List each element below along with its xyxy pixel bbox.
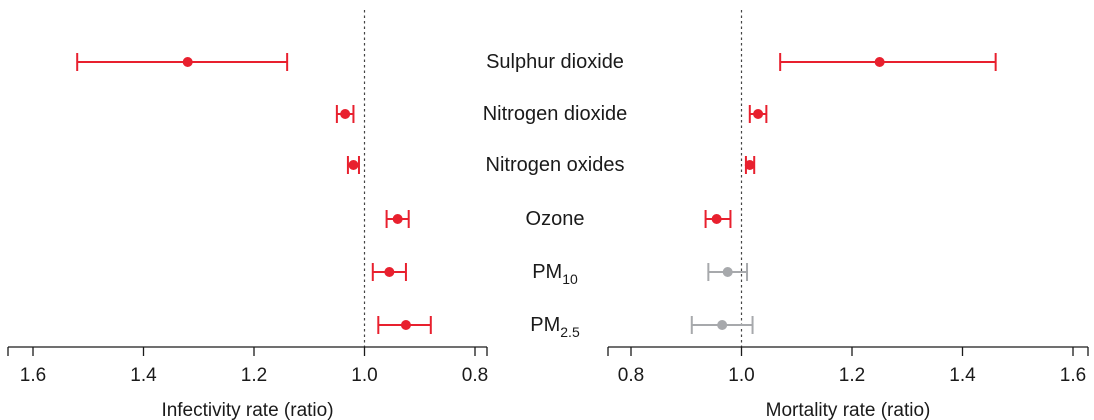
infectivity-tick-label: 1.0 <box>351 365 377 386</box>
mortality-tick-label: 1.2 <box>839 365 865 386</box>
mortality-point-estimate <box>874 57 885 67</box>
mortality-tick-label: 1.4 <box>949 365 976 386</box>
mortality-point-estimate <box>717 320 728 330</box>
infectivity-axis-title: Infectivity rate (ratio) <box>161 400 333 420</box>
infectivity-tick-label: 1.2 <box>241 365 267 386</box>
mortality-tick-label: 1.0 <box>728 365 754 386</box>
category-label: Nitrogen dioxide <box>483 103 628 125</box>
infectivity-point-estimate <box>340 109 351 119</box>
category-label: Sulphur dioxide <box>486 51 624 73</box>
mortality-axis-title: Mortality rate (ratio) <box>766 400 931 420</box>
mortality-tick-label: 1.6 <box>1060 365 1086 386</box>
category-label: Ozone <box>526 208 585 230</box>
infectivity-point-estimate <box>392 214 403 224</box>
mortality-point-estimate <box>744 160 755 170</box>
category-label: PM10 <box>532 261 578 287</box>
infectivity-tick-label: 1.6 <box>20 365 46 386</box>
mortality-point-estimate <box>711 214 722 224</box>
mortality-point-estimate <box>722 267 733 277</box>
infectivity-tick-label: 1.4 <box>130 365 157 386</box>
mortality-point-estimate <box>753 109 764 119</box>
infectivity-tick-label: 0.8 <box>462 365 488 386</box>
mortality-tick-label: 0.8 <box>618 365 644 386</box>
infectivity-point-estimate <box>400 320 411 330</box>
infectivity-point-estimate <box>348 160 359 170</box>
category-label: Nitrogen oxides <box>486 154 625 176</box>
infectivity-point-estimate <box>182 57 193 67</box>
category-label: PM2.5 <box>530 314 580 340</box>
infectivity-point-estimate <box>384 267 395 277</box>
